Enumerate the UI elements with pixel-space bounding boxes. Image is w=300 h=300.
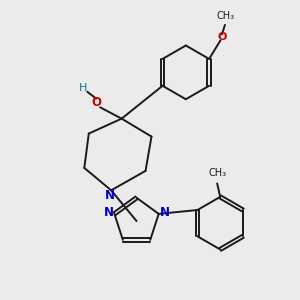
Text: N: N xyxy=(103,206,113,219)
Text: N: N xyxy=(105,189,115,202)
Text: O: O xyxy=(217,32,226,42)
Text: N: N xyxy=(160,206,170,219)
Text: O: O xyxy=(91,96,101,109)
Text: CH₃: CH₃ xyxy=(208,168,226,178)
Text: H: H xyxy=(79,83,87,93)
Text: CH₃: CH₃ xyxy=(217,11,235,21)
